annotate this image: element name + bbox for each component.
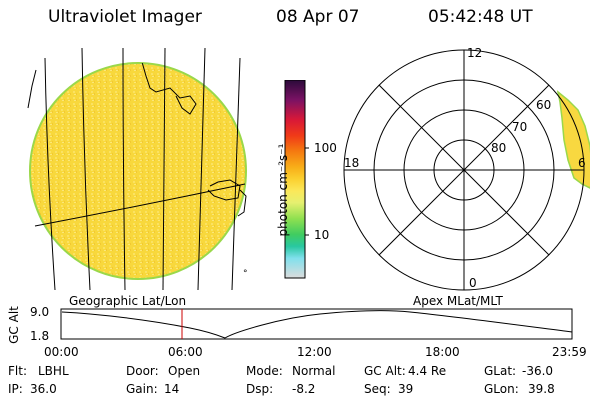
glat-value: -36.0 (522, 364, 554, 378)
gc-alt-value: 4.4 Re (408, 364, 447, 378)
colorbar-tick-10: 10 (314, 228, 330, 242)
filter-label: Flt: (8, 364, 27, 378)
right-panel-label: Apex MLat/MLT (413, 294, 503, 308)
instrument-title: Ultraviolet Imager (48, 7, 202, 27)
earth-limb (29, 62, 247, 280)
auroral-oval (556, 90, 590, 189)
time-tick-0600: 06:00 (168, 345, 203, 359)
geographic-image: ° (27, 47, 248, 291)
altitude-ytick-top: 9.0 (30, 305, 50, 319)
glon-label: GLon: (484, 382, 519, 396)
altitude-ylabel: GC Alt (7, 306, 21, 344)
gain-value: 14 (164, 382, 180, 396)
coastline-outside (27, 69, 247, 217)
observation-date: 08 Apr 07 (276, 7, 360, 27)
colorbar-tick-100: 100 (314, 141, 337, 155)
coastline (141, 63, 241, 201)
gc-alt-label: GC Alt: (364, 364, 406, 378)
coast-fragment: ° (243, 269, 248, 279)
ip-value: 36.0 (30, 382, 57, 396)
lat-lon-grid (34, 47, 246, 291)
glat-label: GLat: (484, 364, 517, 378)
gain-label: Gain: (126, 382, 158, 396)
seq-value: 39 (398, 382, 414, 396)
observation-time: 05:42:48 UT (428, 7, 533, 27)
time-tick-1800: 18:00 (425, 345, 460, 359)
time-tick-2359: 23:59 (552, 345, 587, 359)
door-value: Open (168, 364, 201, 378)
mode-value: Normal (292, 364, 336, 378)
mlat-label-60: 60 (536, 98, 552, 112)
seq-label: Seq: (364, 382, 391, 396)
mlt-label-12: 12 (467, 46, 483, 60)
polar-plot (343, 49, 590, 291)
mlat-label-70: 70 (512, 120, 528, 134)
colorbar-label: photon cm⁻²s⁻¹ (276, 143, 290, 237)
dsp-value: -8.2 (292, 382, 316, 396)
time-tick-1200: 12:00 (297, 345, 332, 359)
time-tick-0000: 00:00 (44, 345, 79, 359)
earth-disk (30, 63, 246, 279)
mlt-label-18: 18 (344, 156, 360, 170)
left-panel-label: Geographic Lat/Lon (69, 294, 187, 308)
mode-label: Mode: (246, 364, 283, 378)
glon-value: 39.8 (528, 382, 555, 396)
ip-label: IP: (8, 382, 23, 396)
colorbar (284, 80, 309, 279)
mlt-label-0: 0 (469, 276, 477, 290)
mlat-label-80: 80 (491, 141, 507, 155)
door-label: Door: (126, 364, 159, 378)
altitude-plot (60, 308, 573, 340)
dsp-label: Dsp: (246, 382, 274, 396)
mlt-label-6: 6 (578, 156, 586, 170)
filter-value: LBHL (38, 364, 69, 378)
altitude-ytick-bottom: 1.8 (30, 329, 50, 343)
